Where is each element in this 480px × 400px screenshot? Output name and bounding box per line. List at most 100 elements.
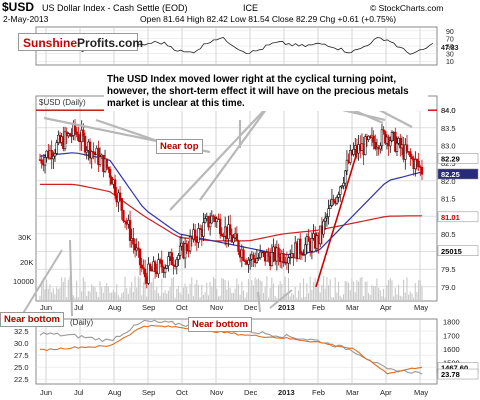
candle-body <box>364 136 367 156</box>
volume-bar <box>177 286 179 301</box>
volume-bar <box>348 282 350 301</box>
candle-body <box>399 137 402 149</box>
volume-bar <box>89 291 91 301</box>
volume-bar <box>324 288 326 301</box>
volume-bar <box>59 287 61 301</box>
price-panel-label: $USD (Daily) <box>39 98 86 107</box>
volume-bar <box>411 293 413 301</box>
indicator-tick-label: 50 <box>446 44 454 51</box>
candle-body <box>138 248 142 266</box>
volume-bar <box>302 278 305 301</box>
volume-bar <box>152 277 154 301</box>
candle-body <box>237 240 240 252</box>
candle-body <box>175 259 178 267</box>
candle-body <box>329 205 332 209</box>
annotation-arrow-bottom <box>69 239 73 317</box>
candle-body <box>342 182 345 187</box>
volume-bar <box>224 279 226 301</box>
volume-bar <box>413 297 415 301</box>
candle-body <box>157 259 160 275</box>
volume-bar <box>109 292 111 301</box>
volume-bar <box>384 297 386 301</box>
volume-bar <box>271 277 273 301</box>
candle-body <box>50 149 53 160</box>
volume-bar <box>206 282 208 301</box>
volume-latest-label-box <box>437 245 479 256</box>
month-tick-label: Dec <box>244 303 258 312</box>
candle-body <box>153 261 157 273</box>
volume-bar <box>211 287 213 301</box>
volume-bar <box>261 281 263 301</box>
volume-bar <box>87 291 89 301</box>
lower-month-tick-label: Jul <box>74 388 84 397</box>
volume-bar <box>137 276 139 301</box>
lower-right-tick-label: 1700 <box>443 331 460 340</box>
date-label: 2-May-2013 <box>3 14 49 24</box>
volume-bar <box>156 286 158 301</box>
volume-bar <box>54 294 56 301</box>
volume-bar <box>52 288 54 301</box>
volume-bar <box>184 283 186 301</box>
candle-body <box>344 170 347 184</box>
volume-bar <box>157 293 159 301</box>
volume-bar <box>46 279 48 301</box>
candle-body <box>77 134 80 141</box>
volume-bar <box>74 297 76 301</box>
candle-body <box>88 141 92 159</box>
candle-body <box>53 153 57 157</box>
volume-bar <box>66 297 68 301</box>
volume-bar <box>212 277 214 301</box>
volume-bar <box>361 276 363 301</box>
volume-bar <box>277 285 280 301</box>
volume-bar <box>319 292 321 301</box>
candle-body <box>172 264 175 266</box>
volume-bar <box>266 276 268 301</box>
volume-bar <box>189 283 191 301</box>
candle-body <box>108 168 112 178</box>
volume-bar <box>111 292 113 301</box>
volume-bar <box>274 296 276 301</box>
candle-body <box>228 224 232 236</box>
month-tick-label: Sep <box>142 303 155 312</box>
lower-month-tick-label: Jun <box>40 388 52 397</box>
candle-body <box>319 225 322 245</box>
candle-body <box>300 253 304 256</box>
candle-body <box>203 218 207 223</box>
volume-bar <box>418 280 420 301</box>
volume-bar <box>114 292 116 301</box>
volume-bar <box>166 293 168 301</box>
candle-body <box>307 236 310 242</box>
volume-bar <box>117 294 119 301</box>
volume-bar <box>381 296 383 301</box>
volume-bar <box>202 294 204 301</box>
candle-body <box>340 185 344 188</box>
volume-bar <box>421 285 423 301</box>
volume-bar <box>92 286 94 301</box>
volume-bar <box>179 292 181 301</box>
volume-bar <box>309 276 311 301</box>
close-price-label: 82.29 <box>441 154 460 163</box>
volume-bar <box>151 282 153 301</box>
lower-month-tick-label: Mar <box>346 388 359 397</box>
candle-body <box>188 236 192 252</box>
candle-body <box>327 208 330 217</box>
volume-bar <box>147 278 149 301</box>
ma-short-label-box <box>437 168 479 180</box>
near-top-tag: Near top <box>156 139 203 154</box>
volume-bar <box>207 295 209 301</box>
volume-bar <box>286 292 288 301</box>
volume-bar <box>276 297 278 301</box>
volume-bar <box>294 286 296 301</box>
candle-body <box>105 158 108 168</box>
volume-bar <box>197 284 199 301</box>
volume-bar <box>149 283 151 301</box>
volume-bar <box>349 290 351 301</box>
volume-bar <box>254 277 256 301</box>
volume-bar <box>394 287 396 301</box>
candle-body <box>345 159 349 172</box>
volume-bar <box>112 289 114 301</box>
volume-bar <box>314 278 316 301</box>
month-tick-label: Jun <box>40 303 52 312</box>
candle-body <box>390 132 394 142</box>
lower-month-tick-label: May <box>414 388 428 397</box>
